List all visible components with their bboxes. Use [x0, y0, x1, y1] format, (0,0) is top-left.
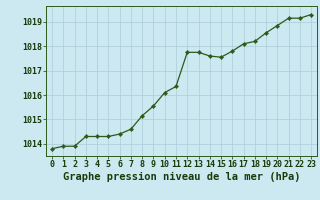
X-axis label: Graphe pression niveau de la mer (hPa): Graphe pression niveau de la mer (hPa)	[63, 172, 300, 182]
